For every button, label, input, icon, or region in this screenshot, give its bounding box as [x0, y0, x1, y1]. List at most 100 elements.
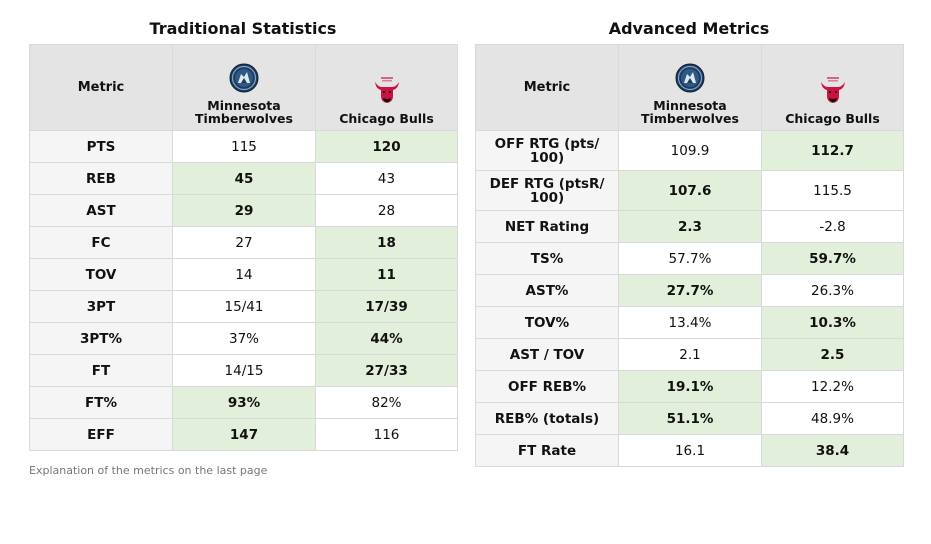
team1-column-header: Minnesota Timberwolves	[618, 44, 762, 131]
team1-value-cell: 109.9	[618, 130, 762, 171]
team2-value-cell: 115.5	[761, 170, 904, 211]
metric-label: REB	[86, 170, 116, 187]
metric-label: NET Rating	[504, 218, 590, 235]
metric-label: FT%	[85, 394, 117, 411]
bulls-logo-icon	[818, 76, 848, 106]
table-row: 3PT% 37% 44%	[29, 322, 458, 355]
table-row: TOV 14 11	[29, 258, 458, 291]
team1-value-cell: 51.1%	[618, 402, 762, 435]
team1-name: Minnesota Timberwolves	[195, 98, 293, 126]
team2-value-cell: 44%	[315, 322, 458, 355]
table-row: NET Rating 2.3 -2.8	[475, 210, 904, 243]
team1-column-header: Minnesota Timberwolves	[172, 44, 316, 131]
metric-label: FT	[91, 362, 111, 379]
timberwolves-logo-icon	[675, 63, 705, 93]
team2-name: Chicago Bulls	[785, 111, 880, 126]
metric-label: TOV	[85, 266, 117, 283]
metric-label-cell: 3PT	[29, 290, 173, 323]
table-row: FT 14/15 27/33	[29, 354, 458, 387]
metric-label: REB% (totals)	[494, 410, 600, 427]
footnote: Explanation of the metrics on the last p…	[29, 464, 268, 477]
metric-label-cell: TOV%	[475, 306, 619, 339]
advanced-metrics-title: Advanced Metrics	[608, 19, 770, 38]
team1-value-cell: 45	[172, 162, 316, 195]
table-row: TOV% 13.4% 10.3%	[475, 306, 904, 339]
team2-value-cell: -2.8	[761, 210, 904, 243]
metric-label: AST	[86, 202, 116, 219]
team1-value-cell: 29	[172, 194, 316, 227]
team2-value-cell: 82%	[315, 386, 458, 419]
team2-name: Chicago Bulls	[339, 111, 434, 126]
metric-label-cell: AST	[29, 194, 173, 227]
advanced-metrics-table: Metric Minnesota Timberwolves Chicago Bu…	[475, 44, 904, 467]
team2-value-cell: 38.4	[761, 434, 904, 467]
team2-value-cell: 59.7%	[761, 242, 904, 275]
table-row: FC 27 18	[29, 226, 458, 259]
team2-column-header: Chicago Bulls	[315, 44, 458, 131]
team1-value-cell: 2.1	[618, 338, 762, 371]
metric-label-cell: FT	[29, 354, 173, 387]
team2-value-cell: 48.9%	[761, 402, 904, 435]
table-header-row: Metric Minnesota Timberwolves Chicago Bu…	[475, 44, 904, 131]
traditional-statistics-title: Traditional Statistics	[149, 19, 337, 38]
team1-value-cell: 2.3	[618, 210, 762, 243]
team1-value-cell: 37%	[172, 322, 316, 355]
metric-label: PTS	[86, 138, 116, 155]
metric-label-cell: PTS	[29, 130, 173, 163]
table-header-row: Metric Minnesota Timberwolves Chicago Bu…	[29, 44, 458, 131]
table-row: AST% 27.7% 26.3%	[475, 274, 904, 307]
metric-label: EFF	[87, 426, 115, 443]
metric-label-cell: AST%	[475, 274, 619, 307]
team2-value-cell: 28	[315, 194, 458, 227]
team1-value-cell: 57.7%	[618, 242, 762, 275]
metric-label-cell: AST / TOV	[475, 338, 619, 371]
team1-value-cell: 14/15	[172, 354, 316, 387]
team2-column-header: Chicago Bulls	[761, 44, 904, 131]
metric-label-cell: TOV	[29, 258, 173, 291]
metric-label: 3PT%	[79, 330, 123, 347]
metric-label: AST%	[525, 282, 569, 299]
team1-value-cell: 15/41	[172, 290, 316, 323]
team2-value-cell: 17/39	[315, 290, 458, 323]
table-row: OFF REB% 19.1% 12.2%	[475, 370, 904, 403]
team2-value-cell: 120	[315, 130, 458, 163]
table-row: DEF RTG (ptsR/ 100) 107.6 115.5	[475, 170, 904, 211]
metric-column-header: Metric	[29, 44, 173, 131]
traditional-statistics-section: Traditional Statistics Metric Minnesota …	[29, 14, 458, 451]
metric-label: OFF REB%	[507, 378, 587, 395]
metric-label-cell: FT%	[29, 386, 173, 419]
metric-label: TS%	[530, 250, 564, 267]
team2-value-cell: 10.3%	[761, 306, 904, 339]
table-row: FT% 93% 82%	[29, 386, 458, 419]
metric-label: DEF RTG (ptsR/ 100)	[489, 175, 605, 206]
team1-value-cell: 14	[172, 258, 316, 291]
metric-label-cell: OFF RTG (pts/ 100)	[475, 130, 619, 171]
traditional-statistics-table: Metric Minnesota Timberwolves Chicago Bu…	[29, 44, 458, 451]
metric-label-cell: 3PT%	[29, 322, 173, 355]
metric-column-header: Metric	[475, 44, 619, 131]
metric-label: FC	[91, 234, 111, 251]
metric-label: AST / TOV	[509, 346, 585, 363]
team1-value-cell: 13.4%	[618, 306, 762, 339]
metric-label-cell: EFF	[29, 418, 173, 451]
team1-value-cell: 27	[172, 226, 316, 259]
table-row: OFF RTG (pts/ 100) 109.9 112.7	[475, 130, 904, 171]
team2-value-cell: 116	[315, 418, 458, 451]
team2-value-cell: 112.7	[761, 130, 904, 171]
team2-value-cell: 27/33	[315, 354, 458, 387]
metric-label: 3PT	[86, 298, 116, 315]
timberwolves-logo-icon	[229, 63, 259, 93]
metric-label-cell: OFF REB%	[475, 370, 619, 403]
table-row: PTS 115 120	[29, 130, 458, 163]
bulls-logo-icon	[372, 76, 402, 106]
metric-label-cell: TS%	[475, 242, 619, 275]
team2-value-cell: 12.2%	[761, 370, 904, 403]
team2-value-cell: 11	[315, 258, 458, 291]
team1-value-cell: 19.1%	[618, 370, 762, 403]
team2-value-cell: 2.5	[761, 338, 904, 371]
metric-label-cell: REB% (totals)	[475, 402, 619, 435]
team1-value-cell: 107.6	[618, 170, 762, 211]
team1-value-cell: 93%	[172, 386, 316, 419]
team2-value-cell: 18	[315, 226, 458, 259]
metric-label-cell: FC	[29, 226, 173, 259]
